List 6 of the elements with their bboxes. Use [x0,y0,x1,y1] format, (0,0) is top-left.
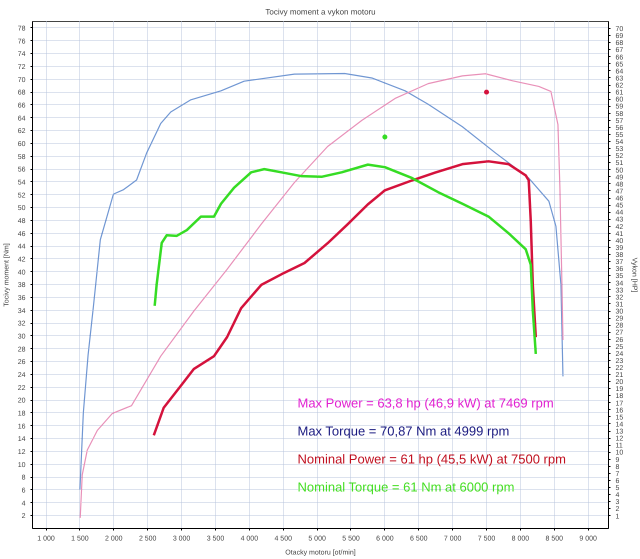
annotation: Max Torque = 70,87 Nm at 4999 rpm [298,424,510,438]
annotation: Nominal Power = 61 hp (45,5 kW) at 7500 rpm [298,452,566,466]
annotation: Max Power = 63,8 hp (46,9 kW) at 7469 rpm [298,396,554,410]
line-series [153,163,538,356]
annotation: Nominal Torque = 61 Nm at 6000 rpm [298,480,514,494]
chart-title: Tocivy moment a vykon motoru [265,8,376,16]
